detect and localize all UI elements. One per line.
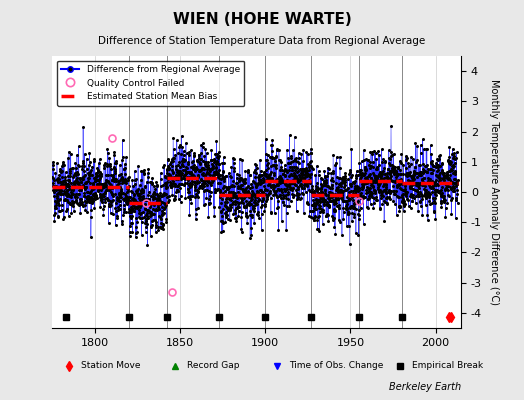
- Text: Time of Obs. Change: Time of Obs. Change: [289, 362, 384, 370]
- Text: Record Gap: Record Gap: [187, 362, 240, 370]
- Text: Station Move: Station Move: [81, 362, 140, 370]
- Legend: Difference from Regional Average, Quality Control Failed, Estimated Station Mean: Difference from Regional Average, Qualit…: [57, 60, 245, 106]
- Text: WIEN (HOHE WARTE): WIEN (HOHE WARTE): [172, 12, 352, 27]
- Text: Berkeley Earth: Berkeley Earth: [389, 382, 461, 392]
- Text: Empirical Break: Empirical Break: [412, 362, 483, 370]
- Y-axis label: Monthly Temperature Anomaly Difference (°C): Monthly Temperature Anomaly Difference (…: [489, 79, 499, 305]
- Text: Difference of Station Temperature Data from Regional Average: Difference of Station Temperature Data f…: [99, 36, 425, 46]
